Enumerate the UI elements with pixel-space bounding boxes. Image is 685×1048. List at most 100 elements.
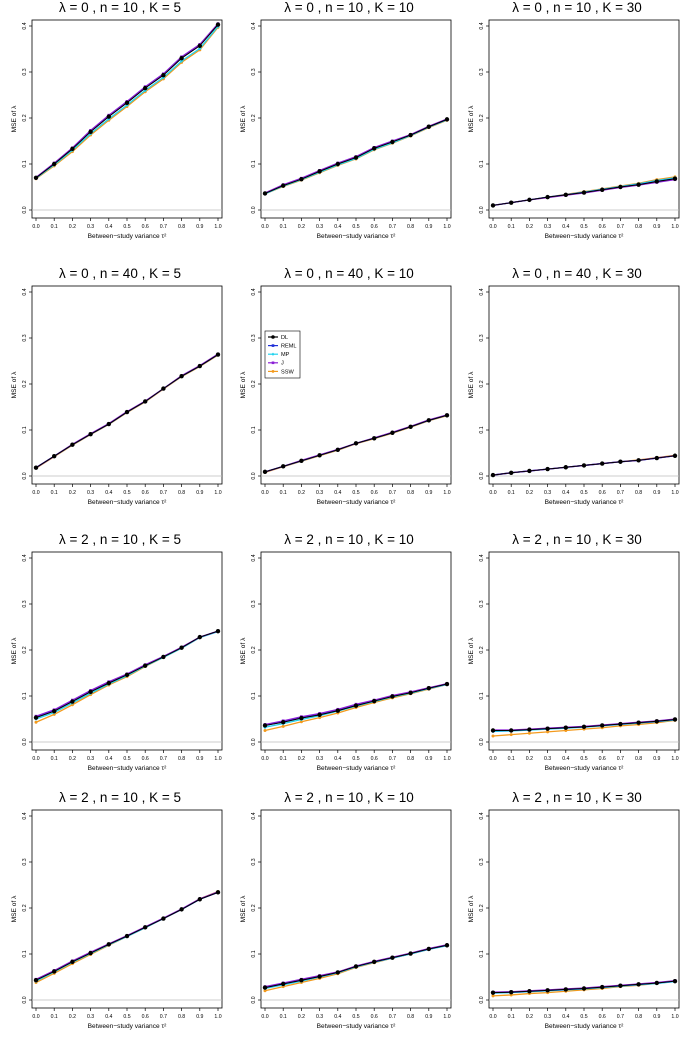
plot-frame [260, 19, 452, 219]
chart-title: λ = 2 , n = 10 , K = 30 [512, 532, 642, 547]
y-axis-label: MSE of λ [468, 105, 475, 132]
x-tick-label: 1.0 [671, 756, 678, 762]
chart-panel: λ = 2 , n = 10 , K = 10 0.0 0.1 0.2 0.3 0.4 0.… [235, 790, 463, 1048]
data-point-dl [335, 447, 340, 452]
x-tick-label: 0.5 [352, 224, 359, 230]
y-tick-label: 0.3 [22, 858, 28, 865]
y-tick-label: 0.2 [251, 646, 257, 653]
data-point-dl [426, 418, 431, 423]
x-tick-label: 0.7 [160, 756, 167, 762]
x-tick-label: 0.8 [178, 224, 185, 230]
x-tick-label: 0.6 [599, 1014, 606, 1020]
data-point-dl [143, 925, 148, 930]
data-point-dl [654, 455, 659, 461]
data-point-dl [70, 959, 75, 965]
data-point-dl [161, 654, 166, 660]
data-point-dl [618, 184, 623, 190]
x-tick-label: 0.9 [196, 756, 203, 762]
data-point-dl [161, 73, 166, 78]
x-tick-label: 0.1 [280, 756, 287, 762]
x-tick-label: 0.3 [544, 224, 551, 230]
y-tick-label: 0.1 [22, 426, 28, 433]
x-axis-label: Between−study variance τ² [88, 233, 167, 240]
chart-title: λ = 0 , n = 10 , K = 30 [512, 0, 642, 15]
y-tick-label: 0.2 [22, 904, 28, 911]
data-point-dl [179, 56, 184, 61]
x-tick-label: 0.4 [105, 756, 112, 762]
x-tick-label: 0.7 [160, 490, 167, 496]
y-tick-label: 0.3 [22, 68, 28, 75]
x-tick-label: 0.6 [599, 756, 606, 762]
chart-panel: λ = 2 , n = 10 , K = 30 0.0 0.1 0.2 0.3 0.4 0.… [463, 790, 685, 1048]
x-tick-label: 0.2 [526, 224, 533, 230]
data-point-dl [527, 197, 532, 203]
x-tick-label: 0.5 [352, 756, 359, 762]
data-point-dl [33, 715, 39, 720]
data-point-dl [335, 161, 340, 167]
x-tick-label: 0.2 [526, 1014, 533, 1020]
data-point-dl [672, 717, 678, 722]
x-tick-label: 0.1 [280, 1014, 287, 1020]
x-tick-label: 0.4 [105, 1014, 112, 1020]
x-tick-label: 0.4 [562, 756, 569, 762]
legend-marker [271, 335, 275, 339]
data-point-dl [563, 192, 568, 198]
data-point-dl [106, 942, 112, 947]
x-tick-label: 0.5 [352, 1014, 359, 1020]
chart-panel: λ = 0 , n = 40 , K = 10 0.0 0.1 0.2 0.3 0.4 0.… [235, 266, 463, 524]
x-tick-label: 0.0 [261, 1014, 268, 1020]
x-tick-label: 0.2 [69, 224, 76, 230]
figure-grid: λ = 0 , n = 10 , K = 5 0.0 0.1 0.2 0.3 0.4 0.5… [6, 0, 685, 1030]
y-tick-label: 0.3 [22, 600, 28, 607]
chart-svg: 0.0 0.1 0.2 0.3 0.4 0.5 0.6 0.7 0.8 0.9 1.0 0.0 0.1 0… [240, 19, 452, 240]
data-point-ssw [527, 731, 531, 735]
chart-title: λ = 2 , n = 10 , K = 5 [59, 790, 181, 805]
data-point-dl [281, 981, 286, 987]
data-point-dl [672, 176, 678, 181]
data-point-dl [444, 943, 450, 948]
x-tick-label: 0.5 [123, 1014, 130, 1020]
x-tick-label: 0.0 [261, 490, 268, 496]
y-tick-label: 0.1 [251, 160, 257, 167]
y-tick-label: 0.1 [251, 950, 257, 957]
chart-title: λ = 0 , n = 40 , K = 5 [59, 266, 181, 281]
x-tick-label: 1.0 [214, 490, 221, 496]
x-tick-label: 0.2 [69, 756, 76, 762]
chart-panel: λ = 0 , n = 10 , K = 30 0.0 0.1 0.2 0.3 0.4 0.… [463, 0, 685, 258]
data-point-ssw [263, 729, 267, 732]
x-tick-label: 0.8 [407, 224, 414, 230]
data-point-dl [317, 974, 322, 979]
y-tick-label: 0.2 [479, 646, 485, 653]
y-tick-label: 0.2 [22, 114, 28, 121]
data-point-dl [262, 469, 268, 475]
x-tick-label: 1.0 [671, 224, 678, 230]
legend-marker [271, 344, 275, 347]
data-point-dl [490, 203, 496, 208]
y-tick-label: 0.4 [479, 22, 485, 29]
data-point-dl [390, 955, 395, 960]
chart-panel: λ = 0 , n = 10 , K = 5 0.0 0.1 0.2 0.3 0.4 0.5… [6, 0, 234, 258]
x-tick-label: 0.3 [87, 490, 94, 496]
x-tick-label: 0.5 [580, 1014, 587, 1020]
x-tick-label: 1.0 [671, 1014, 678, 1020]
data-point-dl [299, 715, 304, 721]
x-tick-label: 1.0 [214, 1014, 221, 1020]
x-tick-label: 0.3 [87, 1014, 94, 1020]
x-tick-label: 0.5 [352, 490, 359, 496]
y-tick-label: 0.0 [22, 472, 28, 479]
x-tick-label: 0.5 [580, 756, 587, 762]
x-axis-label: Between−study variance τ² [545, 765, 624, 772]
legend-marker [271, 361, 275, 365]
y-axis-label: MSE of λ [11, 895, 18, 922]
y-tick-label: 0.3 [479, 600, 485, 607]
data-point-dl [179, 373, 184, 379]
data-point-dl [545, 726, 550, 731]
x-tick-label: 0.0 [32, 224, 39, 230]
chart-svg: 0.0 0.1 0.2 0.3 0.4 0.5 0.6 0.7 0.8 0.9 1.0 0.0 0.1 0… [11, 285, 223, 506]
x-tick-label: 0.1 [508, 224, 515, 230]
x-tick-label: 0.2 [298, 756, 305, 762]
y-axis-label: MSE of λ [240, 371, 247, 398]
data-point-dl [545, 466, 550, 472]
y-tick-label: 0.1 [479, 426, 485, 433]
data-point-dl [426, 946, 431, 952]
